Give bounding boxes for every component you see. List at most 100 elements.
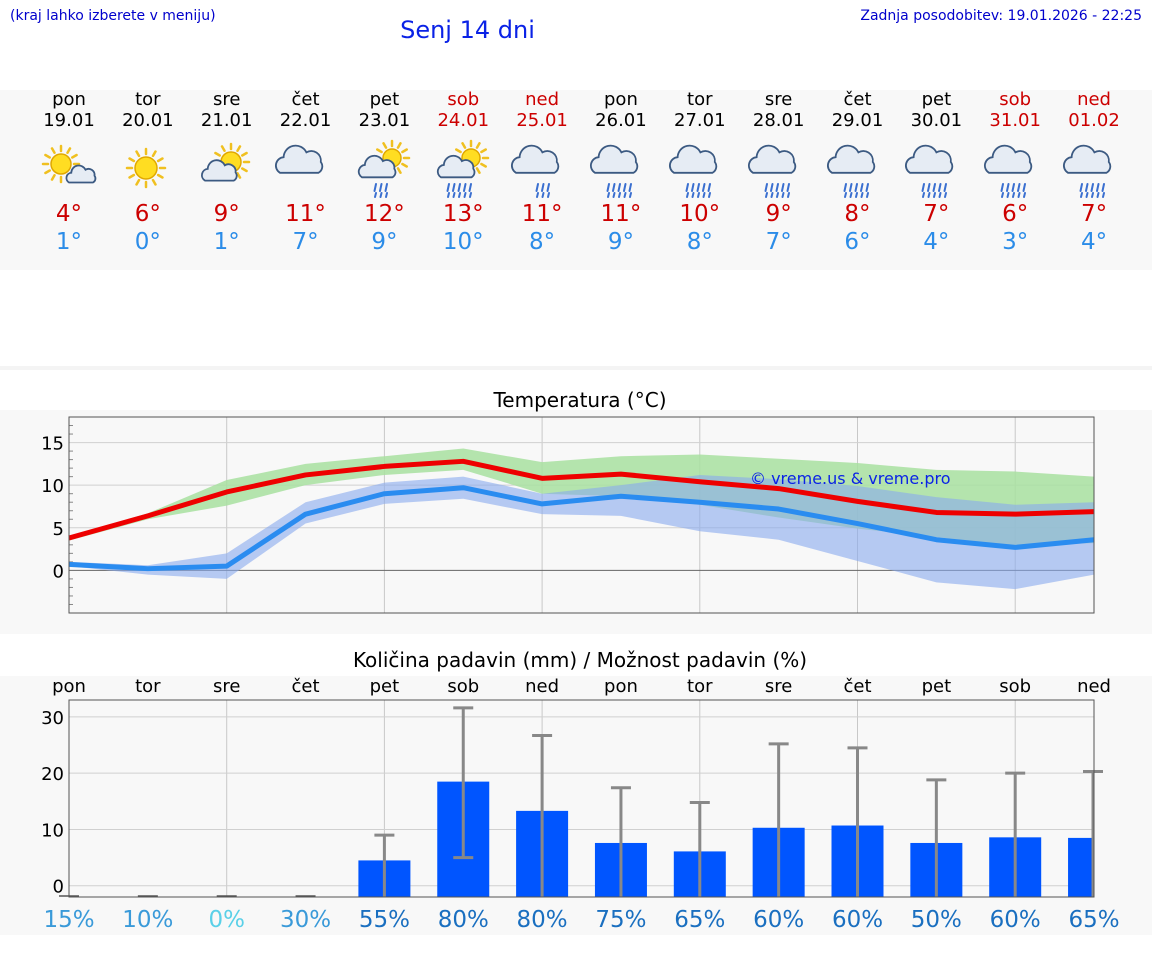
temp-min: 10° (442, 229, 484, 255)
daily-forecast-strip: pon 19.01 4° 1° tor 20.01 6° 0° sre 21.01 9° 1° čet 2… (0, 90, 1152, 270)
temp-max: 6° (134, 201, 161, 227)
temperature-chart: 0 5 10 15 © vreme.us & vreme.pro (41, 416, 1095, 614)
divider (0, 366, 1152, 370)
day-name: sob (999, 89, 1032, 110)
temp-min: 7° (292, 229, 319, 255)
day-name: sre (212, 89, 241, 110)
day-column: sre 21.01 9° 1° (187, 90, 266, 256)
temp-min: 1° (55, 229, 83, 255)
day-date: 20.01 (122, 110, 174, 131)
day-name: čet (291, 89, 320, 110)
temp-min: 7° (765, 229, 792, 255)
precip-probability: 60% (832, 907, 883, 933)
day-date: 26.01 (595, 110, 647, 131)
day-column: čet 22.01 11° 7° (266, 90, 345, 256)
temp-max: 9° (213, 201, 240, 227)
precip-probability: 30% (280, 907, 331, 933)
cloud-heavy-rain-icon (668, 136, 732, 200)
temp-max: 7° (923, 201, 950, 227)
day-column: čet 29.01 8° 6° (818, 90, 897, 256)
day-column: sob 31.01 6° 3° (976, 90, 1055, 256)
region-hint: (kraj lahko izberete v meniju) (10, 8, 216, 24)
day-date: 19.01 (43, 110, 95, 131)
page-title: Senj 14 dni (400, 16, 535, 44)
watermark: © vreme.us & vreme.pro (750, 469, 951, 488)
day-date: 30.01 (910, 110, 963, 131)
temp-min: 9° (607, 229, 634, 255)
precip-day-label: sob (999, 676, 1031, 697)
day-column: tor 27.01 10° 8° (660, 90, 739, 256)
y-tick-label: 20 (41, 764, 64, 785)
temp-min: 9° (371, 229, 398, 255)
temp-min: 4° (923, 229, 950, 255)
day-date: 29.01 (831, 110, 884, 131)
day-column: sre 28.01 9° 7° (739, 90, 818, 256)
day-column: pet 30.01 7° 4° (897, 90, 976, 256)
temp-max: 11° (521, 201, 563, 227)
precip-probability: 50% (911, 907, 962, 933)
day-column: sob 24.01 13° 10° (424, 90, 503, 256)
day-name: sre (764, 89, 793, 110)
precip-day-label: pon (52, 676, 86, 697)
precip-day-label: sob (447, 676, 479, 697)
temp-max: 7° (1080, 201, 1108, 227)
temp-max: 11° (600, 201, 642, 227)
cloud-icon (274, 136, 338, 200)
temp-min: 0° (134, 229, 161, 255)
day-name: pet (369, 89, 400, 110)
precip-bar (1068, 837, 1094, 897)
precip-day-label: čet (843, 676, 871, 697)
temp-min: 8° (686, 229, 713, 255)
precip-probability: 60% (753, 907, 804, 933)
precip-day-label: čet (292, 676, 320, 697)
cloud-heavy-rain-icon (983, 136, 1047, 200)
y-tick-label: 10 (41, 476, 64, 497)
y-tick-label: 15 (41, 434, 64, 455)
day-date: 25.01 (516, 110, 568, 131)
day-name: pon (604, 89, 638, 110)
precip-day-label: sre (765, 676, 792, 697)
temp-max: 13° (442, 201, 484, 227)
precip-day-label: tor (135, 676, 161, 697)
y-tick-label: 10 (41, 820, 64, 841)
cloud-heavy-rain-icon (904, 136, 968, 200)
sun-small-cloud-icon (37, 136, 101, 200)
day-name: ned (525, 89, 560, 110)
temperature-chart-title: Temperatura (°C) (493, 388, 667, 412)
temp-min: 3° (1002, 229, 1029, 255)
min-temperature-line (68, 485, 1095, 572)
precip-probability: 80% (438, 907, 489, 933)
precip-probability: 60% (990, 907, 1041, 933)
day-name: tor (135, 89, 161, 110)
cloud-heavy-rain-icon (826, 136, 890, 200)
precipitation-chart: pon tor sre čet pet sob ned pon tor sre čet pet sob n… (41, 676, 1120, 933)
precip-day-label: pon (604, 676, 638, 697)
cloud-heavy-rain-icon (1062, 136, 1126, 200)
y-tick-label: 0 (53, 877, 64, 898)
day-name: čet (843, 89, 872, 110)
precip-day-label: ned (525, 676, 559, 697)
sun-icon (116, 136, 180, 200)
temp-min: 1° (213, 229, 240, 255)
temp-max: 8° (844, 201, 871, 227)
day-date: 01.02 (1068, 110, 1120, 131)
temp-max: 12° (364, 201, 405, 227)
y-tick-label: 5 (53, 519, 64, 540)
y-tick-label: 30 (41, 708, 64, 729)
day-column: pon 26.01 11° 9° (581, 90, 660, 256)
day-date: 22.01 (279, 110, 332, 131)
day-name: sob (447, 89, 480, 110)
cloud-heavy-rain-icon (589, 136, 653, 200)
day-date: 28.01 (752, 110, 805, 131)
day-column: pet 23.01 12° 9° (345, 90, 424, 256)
temp-max: 4° (55, 201, 83, 227)
precipitation-chart-title: Količina padavin (mm) / Možnost padavin … (352, 648, 808, 672)
sun-cloud-rain-icon (352, 136, 416, 200)
temp-max: 9° (765, 201, 792, 227)
cloud-rain-icon (510, 136, 574, 200)
precip-day-label: ned (1077, 676, 1111, 697)
precip-probability: 15% (43, 907, 94, 933)
precip-day-label: tor (687, 676, 713, 697)
precip-day-label: pet (922, 676, 952, 697)
y-tick-label: 0 (53, 561, 64, 582)
